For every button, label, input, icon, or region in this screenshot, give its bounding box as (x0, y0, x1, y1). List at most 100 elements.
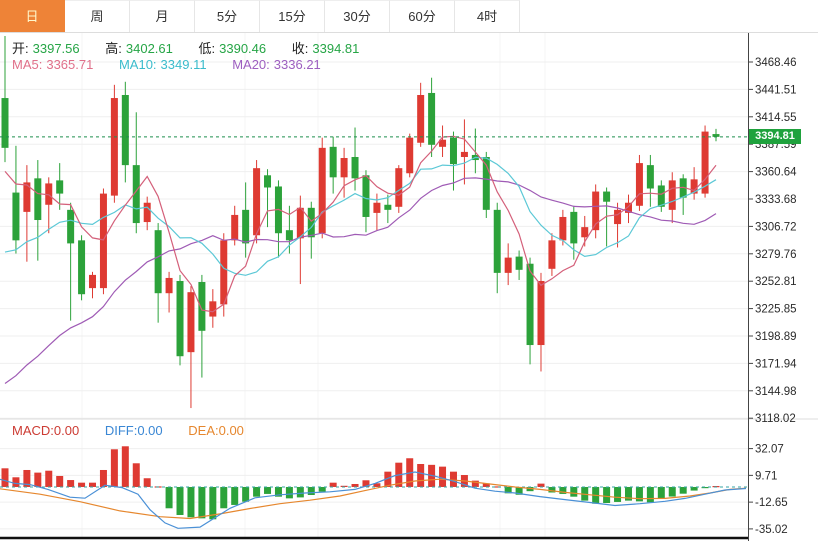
candle-body (592, 191, 600, 231)
candle-body (690, 179, 698, 194)
diff-line (0, 471, 747, 529)
tab-15min[interactable]: 15分 (260, 0, 325, 32)
candle-body (548, 240, 556, 269)
candle-body (614, 209, 622, 225)
macd-bar (515, 486, 523, 495)
macd-bar (143, 478, 151, 487)
price-label: 3144.98 (755, 386, 797, 398)
candle-body (515, 256, 523, 270)
candle-body (89, 274, 97, 289)
candle-body (187, 292, 195, 353)
macd-bar (12, 477, 20, 487)
price-label: 3441.51 (755, 84, 797, 96)
macd-bar (504, 486, 512, 494)
macd-bar (45, 470, 53, 487)
candle-body (242, 209, 250, 244)
macd-bar (242, 486, 250, 502)
tab-30min[interactable]: 30分 (325, 0, 390, 32)
candle-body (439, 139, 447, 147)
macd-bar (614, 486, 622, 502)
dea-value: 0.00 (218, 423, 244, 438)
high-value: 3402.61 (125, 41, 173, 56)
candle-body (493, 209, 501, 273)
macd-value: 0.00 (53, 423, 80, 438)
candle-body (253, 168, 261, 236)
tab-60min[interactable]: 60分 (390, 0, 455, 32)
open-label: 开: (12, 41, 29, 56)
macd-bar (570, 486, 578, 497)
candle-body (668, 180, 676, 210)
ma-header: MA5: 3365.71 MA10: 3349.11 MA20: 3336.21 (12, 57, 325, 72)
candle-body (570, 211, 578, 244)
candle-body (537, 281, 545, 346)
macd-bar (701, 486, 709, 489)
candle-body (395, 168, 403, 207)
diff-value: 0.00 (137, 423, 163, 438)
macd-bar (449, 471, 457, 487)
candle-body (679, 178, 687, 198)
main-chart-canvas[interactable] (0, 33, 748, 419)
ma5-label: MA5: (12, 57, 43, 72)
diff-label: DIFF: (104, 423, 138, 438)
price-label: 3414.55 (755, 112, 797, 124)
candle-body (362, 175, 370, 217)
candle-body (449, 137, 457, 165)
candle-body (78, 240, 86, 295)
price-label: 3306.72 (755, 221, 797, 233)
tab-day[interactable]: 日 (0, 0, 65, 32)
macd-bar (646, 486, 654, 503)
candle-body (526, 263, 534, 346)
candle-body (285, 230, 293, 241)
price-label: 3333.68 (755, 194, 797, 206)
candle-body (1, 98, 9, 148)
ma5-value: 3365.71 (46, 57, 94, 72)
candle-body (318, 147, 326, 234)
macd-bar (274, 486, 282, 497)
tab-4hour[interactable]: 4时 (455, 0, 520, 32)
macd-bar (657, 486, 665, 499)
macd-bar (176, 486, 184, 515)
macd-bar (351, 483, 359, 487)
candle-body (635, 163, 643, 206)
macd-bar (362, 480, 370, 487)
macd-bar (220, 486, 228, 509)
macd-bar (110, 449, 118, 487)
macd-bar (340, 485, 348, 487)
macd-bar (165, 486, 173, 509)
macd-bar (307, 486, 315, 496)
macd-bar (373, 483, 381, 487)
candle-body (56, 180, 64, 194)
tab-month[interactable]: 月 (130, 0, 195, 32)
candle-body (209, 301, 217, 317)
candle-body (220, 240, 228, 305)
ma20-line (4, 177, 717, 384)
price-label: 3198.89 (755, 331, 797, 343)
candle-body (712, 134, 720, 137)
ma10-line (4, 156, 717, 276)
candle-body (657, 185, 665, 207)
macd-bar (1, 468, 9, 487)
candle-body (132, 165, 140, 224)
candle-body (384, 204, 392, 210)
open-value: 3397.56 (32, 41, 80, 56)
timeframe-tabbar: 日周月 5分 15分 30分 60分 4时 (0, 0, 818, 33)
macd-bar (537, 483, 545, 487)
macd-bar (99, 469, 107, 487)
candle-body (329, 146, 337, 178)
candle-body (110, 98, 118, 196)
tab-week[interactable]: 周 (65, 0, 130, 32)
price-label: 3171.94 (755, 358, 797, 370)
candle-body (646, 165, 654, 189)
macd-bar (559, 486, 567, 494)
macd-label: -35.02 (755, 524, 788, 536)
close-label: 收: (291, 41, 309, 56)
candle-body (67, 209, 75, 244)
tab-5min[interactable]: 5分 (195, 0, 260, 32)
candle-body (231, 214, 239, 241)
macd-bar (384, 471, 392, 487)
macd-label: 32.07 (755, 444, 784, 456)
candlestick-series (1, 36, 720, 409)
candle-body (428, 92, 436, 145)
ma10-label: MA10: (118, 57, 157, 72)
